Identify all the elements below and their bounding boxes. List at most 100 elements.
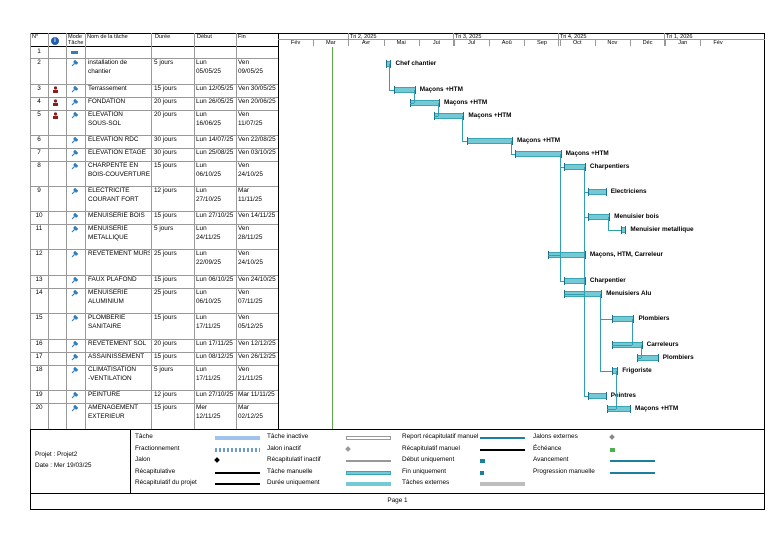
legend-swatch [480,482,525,486]
task-start: Lun 12/05/25 [196,85,234,92]
task-row[interactable]: 16 REVETEMENT SOL 20 jours Lun 17/11/25 Ven … [30,339,278,352]
month-divider [559,39,561,46]
task-bar[interactable] [588,393,607,399]
legend-label: Récapitulative [135,467,176,475]
task-end-line2: 05/12/25 [238,323,263,330]
task-end: Ven 12/12/25 [238,340,276,347]
dependency-link [559,167,564,168]
task-start-line2: 17/11/25 [196,323,221,330]
task-row[interactable]: 13 FAUX PLAFOND 15 jours Lun 06/10/25 Ven 24… [30,275,278,288]
task-row[interactable]: 18 CLIMATISATION -VENTILATION 5 jours Lun 17/… [30,365,278,390]
legend-swatch [610,471,655,474]
task-start-line2: 22/09/25 [196,259,221,266]
col-header-name[interactable]: Nom de la tâche [87,34,128,40]
task-row[interactable]: 4 FONDATION 20 jours Lun 26/05/25 Ven 20/06/… [30,97,278,110]
task-bar-end-cap [601,290,603,298]
task-row[interactable]: 3 Terrassement 15 jours Lun 12/05/25 Ven 30/… [30,84,278,97]
task-start-line2: 27/10/25 [196,196,221,203]
month-divider [383,39,385,46]
col-header-end[interactable]: Fin [238,34,246,40]
col-header-mode[interactable]: Mode [68,34,82,40]
task-row[interactable]: 5 ELEVATION SOUS-SOL 20 jours Lun 16/06/25 Ven… [30,110,278,135]
task-bar-start-cap [563,163,565,171]
task-start-line2: 05/05/25 [196,68,221,75]
task-bar[interactable] [393,87,416,93]
grid-row-line [30,403,278,404]
task-row[interactable]: 15 PLOMBERIE SANITAIRE 15 jours Lun 17/11/25 V… [30,313,278,339]
dependency-link [413,90,415,103]
task-mode-pin-icon [71,149,79,157]
task-name: ELECTRICITE [88,187,130,194]
task-id: 5 [37,111,41,118]
task-row[interactable]: 11 MENUISERIE METALLIQUE 5 jours Lun 24/11/25… [30,224,278,249]
task-bar[interactable] [588,189,607,195]
legend-label: Récapitulatif inactif [267,456,321,463]
grid-col-line [278,33,279,429]
task-mode-pin-icon [71,85,79,93]
task-bar-end-cap [584,251,586,259]
task-id: 3 [37,85,41,92]
task-start: Lun 27/10/25 [196,391,234,398]
grid-row-line [30,249,278,250]
task-mode-pin-icon [71,276,79,284]
dependency-link [583,192,589,193]
task-row[interactable]: 12 REVETEMENT MURS 25 jours Lun 22/09/25 Ven 2… [30,249,278,275]
task-end-line2: 24/10/25 [238,171,263,178]
task-duration: 25 jours [154,289,177,296]
task-row[interactable]: 17 ASSAINISSEMENT 15 jours Lun 08/12/25 Ven … [30,352,278,365]
dependency-link [462,141,467,142]
month-divider [454,39,455,46]
task-row[interactable]: 7 ELEVATION ETAGE 30 jours Lun 25/08/25 Ven … [30,148,278,161]
task-start: Lun [196,289,207,296]
task-row[interactable]: 1 [30,47,278,58]
task-duration: 20 jours [154,98,177,105]
col-header-mode-2[interactable]: Tâche [68,40,84,46]
task-bar[interactable] [563,278,586,284]
task-bar[interactable] [612,316,635,322]
grid-col-line [151,33,152,429]
dependency-link [583,396,589,397]
user-indicator-icon [52,99,59,106]
task-bar[interactable] [588,214,611,220]
col-header-num[interactable]: N° [32,34,39,40]
task-start-line2: 24/11/25 [196,234,221,241]
grid-col-line [194,33,195,429]
task-bar[interactable] [515,151,562,157]
quarter-label: Tri 4, 2025 [560,34,587,40]
task-row[interactable]: 8 CHARPENTE EN BOIS-COUVERTURE 15 jours Lun 0… [30,161,278,186]
task-id: 6 [37,136,41,143]
task-bar[interactable] [563,164,586,170]
task-row[interactable]: 20 AMENAGEMENT EXTERIEUR 15 jours Mer 12/11/2… [30,403,278,429]
legend-swatch [215,447,260,452]
task-bar-end-cap [584,163,586,171]
task-duration: 5 jours [154,225,174,232]
task-bar[interactable] [466,138,513,144]
quarter-label: Tri 3, 2025 [455,34,482,40]
resource-label: Frigoriste [622,367,652,374]
task-row[interactable]: 10 MENUISERIE BOIS 15 jours Lun 27/10/25 Ven… [30,211,278,224]
col-header-duration[interactable]: Durée [155,34,171,40]
grid-col-line [85,33,86,429]
task-name-line2: ALUMINIUM [88,298,124,305]
task-end-line2: 11/07/25 [238,120,263,127]
grid-right-line [764,33,765,429]
task-row[interactable]: 6 ELEVATION RDC 30 jours Lun 14/07/25 Ven 22… [30,135,278,148]
task-row[interactable]: 9 ELECTRICITE COURANT FORT 12 jours Lun 27/10… [30,186,278,211]
task-row[interactable]: 14 MENUISERIE ALUMINIUM 25 jours Lun 06/10/25… [30,288,278,313]
legend-swatch [480,459,485,463]
task-bar-end-cap [630,405,631,413]
resource-label: Carreleurs [646,341,679,348]
task-mode-pin-icon [71,289,79,297]
dependency-link [583,167,585,396]
task-row[interactable]: 19 PEINTURE 12 jours Lun 27/10/25 Mar 11/11/… [30,390,278,403]
task-mode-pin-icon [71,314,79,322]
timescale-mid-line [278,39,765,40]
task-mode-pin-icon [71,187,79,195]
task-row[interactable]: 2 installation de chantier 5 jours Lun 05/05/… [30,58,278,84]
col-header-start[interactable]: Début [197,34,212,40]
task-mode-pin-icon [71,366,79,374]
task-end: Ven [238,111,250,118]
dependency-link [462,116,464,141]
task-start: Lun [196,250,207,257]
task-end: Ven 30/05/25 [238,85,276,92]
